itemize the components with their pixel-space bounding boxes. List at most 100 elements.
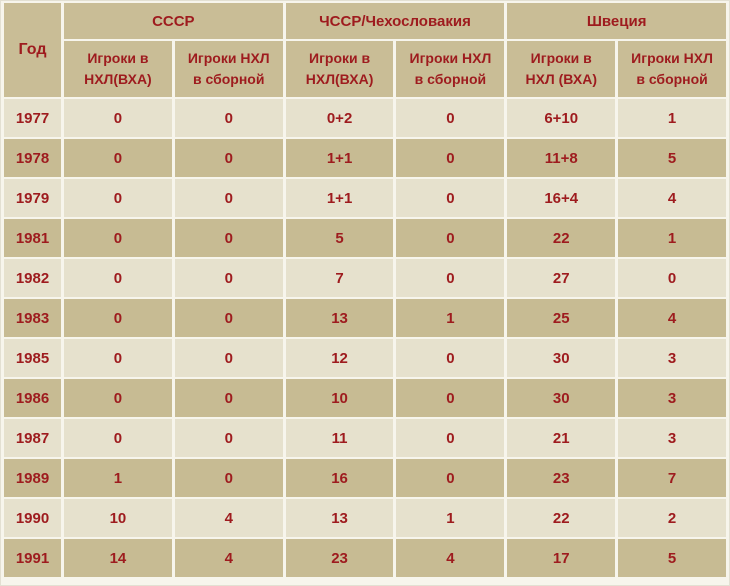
col-header-cssr-team: Игроки НХЛ в сборной [396, 41, 505, 97]
subheader-line: в сборной [636, 71, 708, 87]
cell-cssr-team: 0 [396, 379, 505, 417]
col-header-sweden-team: Игроки НХЛ в сборной [618, 41, 726, 97]
cell-cssr-team: 1 [396, 299, 505, 337]
cell-ussr-nhl: 0 [64, 339, 172, 377]
cell-sweden-nhl: 17 [507, 539, 616, 577]
cell-year: 1977 [4, 99, 61, 137]
cell-ussr-nhl: 0 [64, 179, 172, 217]
cell-sweden-nhl: 22 [507, 499, 616, 537]
cell-ussr-team: 0 [174, 99, 283, 137]
group-header-czechoslovakia: ЧССР/Чехословакия [285, 3, 505, 39]
cell-cssr-nhl: 10 [285, 379, 394, 417]
cell-sweden-team: 4 [618, 299, 726, 337]
cell-cssr-nhl: 13 [285, 499, 394, 537]
col-header-ussr-nhl: Игроки в НХЛ(ВХА) [64, 41, 172, 97]
cell-cssr-team: 0 [396, 99, 505, 137]
cell-cssr-team: 4 [396, 539, 505, 577]
cell-ussr-nhl: 1 [64, 459, 172, 497]
table-row: 1990 10 4 13 1 22 2 [4, 499, 726, 537]
subheader-row: Игроки в НХЛ(ВХА) Игроки НХЛ в сборной И… [4, 41, 726, 97]
cell-sweden-team: 5 [618, 139, 726, 177]
cell-cssr-nhl: 23 [285, 539, 394, 577]
col-header-ussr-team: Игроки НХЛ в сборной [174, 41, 283, 97]
cell-year: 1978 [4, 139, 61, 177]
table-row: 1979 0 0 1+1 0 16+4 4 [4, 179, 726, 217]
col-header-sweden-nhl: Игроки в НХЛ (ВХА) [507, 41, 616, 97]
cell-cssr-nhl: 13 [285, 299, 394, 337]
table-row: 1989 1 0 16 0 23 7 [4, 459, 726, 497]
cell-ussr-nhl: 0 [64, 219, 172, 257]
cell-sweden-nhl: 25 [507, 299, 616, 337]
cell-sweden-team: 5 [618, 539, 726, 577]
cell-ussr-nhl: 0 [64, 419, 172, 457]
subheader-line: Игроки НХЛ [187, 50, 270, 66]
cell-cssr-team: 0 [396, 459, 505, 497]
cell-ussr-nhl: 0 [64, 99, 172, 137]
cell-cssr-nhl: 7 [285, 259, 394, 297]
cell-year: 1979 [4, 179, 61, 217]
table-row: 1981 0 0 5 0 22 1 [4, 219, 726, 257]
subheader-line: Игроки в [309, 50, 371, 66]
cell-sweden-nhl: 6+10 [507, 99, 616, 137]
cell-ussr-team: 0 [174, 379, 283, 417]
col-header-cssr-nhl: Игроки в НХЛ(ВХА) [285, 41, 394, 97]
cell-ussr-nhl: 14 [64, 539, 172, 577]
cell-cssr-team: 0 [396, 139, 505, 177]
cell-sweden-nhl: 16+4 [507, 179, 616, 217]
table-row: 1985 0 0 12 0 30 3 [4, 339, 726, 377]
cell-cssr-team: 0 [396, 339, 505, 377]
cell-cssr-nhl: 16 [285, 459, 394, 497]
cell-sweden-nhl: 30 [507, 379, 616, 417]
table-body: 1977 0 0 0+2 0 6+10 1 1978 0 0 1+1 0 11+… [4, 99, 726, 577]
cell-year: 1983 [4, 299, 61, 337]
cell-cssr-team: 1 [396, 499, 505, 537]
cell-ussr-nhl: 0 [64, 299, 172, 337]
group-header-row: Год СССР ЧССР/Чехословакия Швеция [4, 3, 726, 97]
cell-ussr-team: 0 [174, 299, 283, 337]
cell-cssr-nhl: 1+1 [285, 139, 394, 177]
table-row: 1987 0 0 11 0 21 3 [4, 419, 726, 457]
cell-sweden-team: 1 [618, 99, 726, 137]
cell-ussr-team: 0 [174, 259, 283, 297]
cell-cssr-nhl: 11 [285, 419, 394, 457]
table-row: 1977 0 0 0+2 0 6+10 1 [4, 99, 726, 137]
subheader-line: Игроки НХЛ [409, 50, 492, 66]
cell-year: 1981 [4, 219, 61, 257]
table-row: 1991 14 4 23 4 17 5 [4, 539, 726, 577]
subheader-line: в сборной [414, 71, 487, 87]
subheader-line: Игроки в [530, 50, 592, 66]
cell-sweden-nhl: 21 [507, 419, 616, 457]
cell-year: 1991 [4, 539, 61, 577]
cell-ussr-team: 0 [174, 459, 283, 497]
cell-ussr-nhl: 0 [64, 139, 172, 177]
cell-sweden-team: 1 [618, 219, 726, 257]
cell-cssr-team: 0 [396, 259, 505, 297]
table-header: Год СССР ЧССР/Чехословакия Швеция Игроки… [4, 3, 726, 97]
cell-ussr-team: 0 [174, 419, 283, 457]
group-header-ussr: СССР [64, 3, 283, 39]
cell-sweden-nhl: 23 [507, 459, 616, 497]
cell-cssr-team: 0 [396, 219, 505, 257]
cell-ussr-team: 0 [174, 139, 283, 177]
cell-sweden-nhl: 30 [507, 339, 616, 377]
cell-cssr-team: 0 [396, 419, 505, 457]
subheader-line: Игроки НХЛ [631, 50, 713, 66]
cell-sweden-nhl: 11+8 [507, 139, 616, 177]
cell-sweden-nhl: 22 [507, 219, 616, 257]
cell-sweden-team: 7 [618, 459, 726, 497]
cell-ussr-team: 4 [174, 539, 283, 577]
table-row: 1982 0 0 7 0 27 0 [4, 259, 726, 297]
cell-ussr-nhl: 0 [64, 259, 172, 297]
table-row: 1978 0 0 1+1 0 11+8 5 [4, 139, 726, 177]
cell-cssr-nhl: 1+1 [285, 179, 394, 217]
cell-year: 1982 [4, 259, 61, 297]
cell-sweden-nhl: 27 [507, 259, 616, 297]
cell-sweden-team: 4 [618, 179, 726, 217]
cell-cssr-team: 0 [396, 179, 505, 217]
cell-ussr-team: 0 [174, 179, 283, 217]
cell-cssr-nhl: 12 [285, 339, 394, 377]
group-header-sweden: Швеция [507, 3, 726, 39]
subheader-line: Игроки в [87, 50, 149, 66]
